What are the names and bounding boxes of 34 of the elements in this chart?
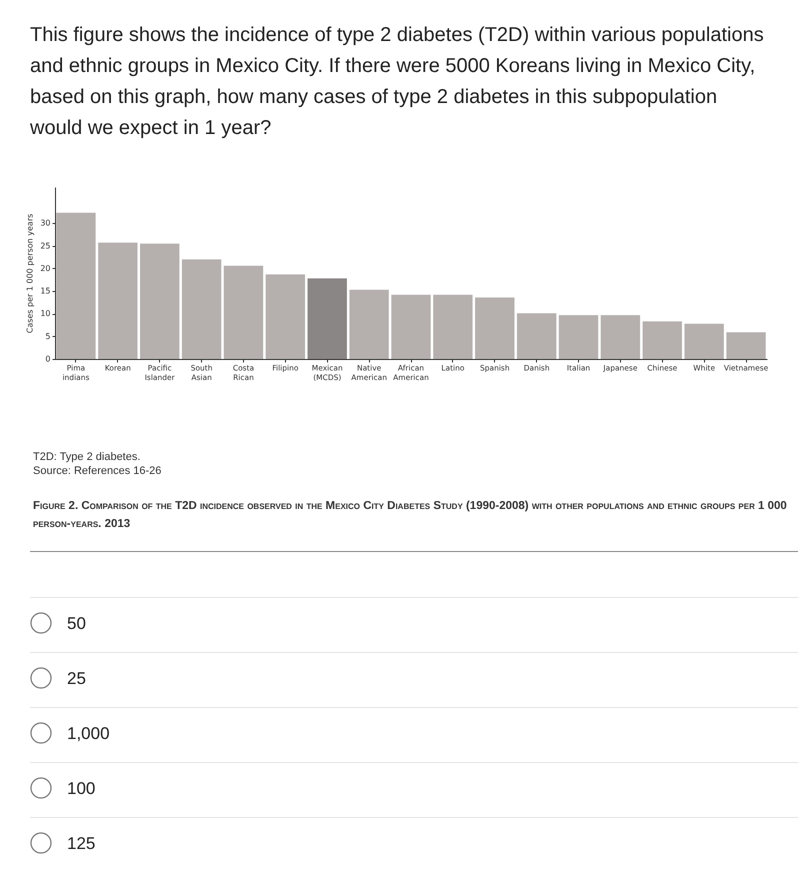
bar — [433, 294, 473, 359]
text: 100 — [67, 779, 96, 799]
bar — [224, 266, 264, 359]
bar — [182, 259, 222, 359]
source-note: Source: References 16-26 — [33, 464, 162, 478]
bar — [684, 324, 724, 359]
bar — [600, 315, 640, 359]
bar — [391, 294, 431, 359]
text: 1,000 — [67, 724, 110, 744]
bar — [98, 242, 138, 359]
bar — [349, 290, 389, 359]
y-axis-title: Cases per 1 000 person years — [25, 214, 34, 334]
bar — [475, 297, 514, 359]
bar — [558, 315, 598, 359]
y-tick-label: 15 — [40, 286, 50, 296]
bar — [308, 278, 347, 359]
text: T2D: Type 2 diabetes. — [33, 450, 142, 464]
text: 50 — [67, 614, 86, 634]
bar — [642, 321, 682, 359]
y-tick-label: 5 — [45, 332, 50, 341]
y-tick-label: 25 — [40, 241, 50, 250]
y-tick-label: 30 — [40, 218, 50, 228]
y-tick-label: 10 — [40, 309, 50, 318]
bar — [140, 244, 180, 359]
bar — [726, 332, 766, 359]
y-tick-label: 0 — [45, 354, 50, 364]
bar — [516, 313, 556, 359]
text: 125 — [67, 834, 96, 854]
bar — [56, 212, 96, 359]
chart-title: This figure shows the incidence of type 2 diabetes (T2D) within various populations and ethnic groups in Mexico City. If there were 5000 Koreans living in Mexico City, based on this graph, how many cases of type 2 diabetes in this subpopulation would we expect in 1 year? — [30, 23, 765, 141]
text: 25 — [67, 669, 86, 689]
bar — [266, 274, 306, 359]
caption: Figure 2. Comparison of the T2D incidence observed in the Mexico City Diabetes Study (1990-2008) with other populations and ethnic groups per 1 000 person-years. 2013 — [33, 499, 788, 532]
y-tick-label: 20 — [40, 264, 50, 273]
